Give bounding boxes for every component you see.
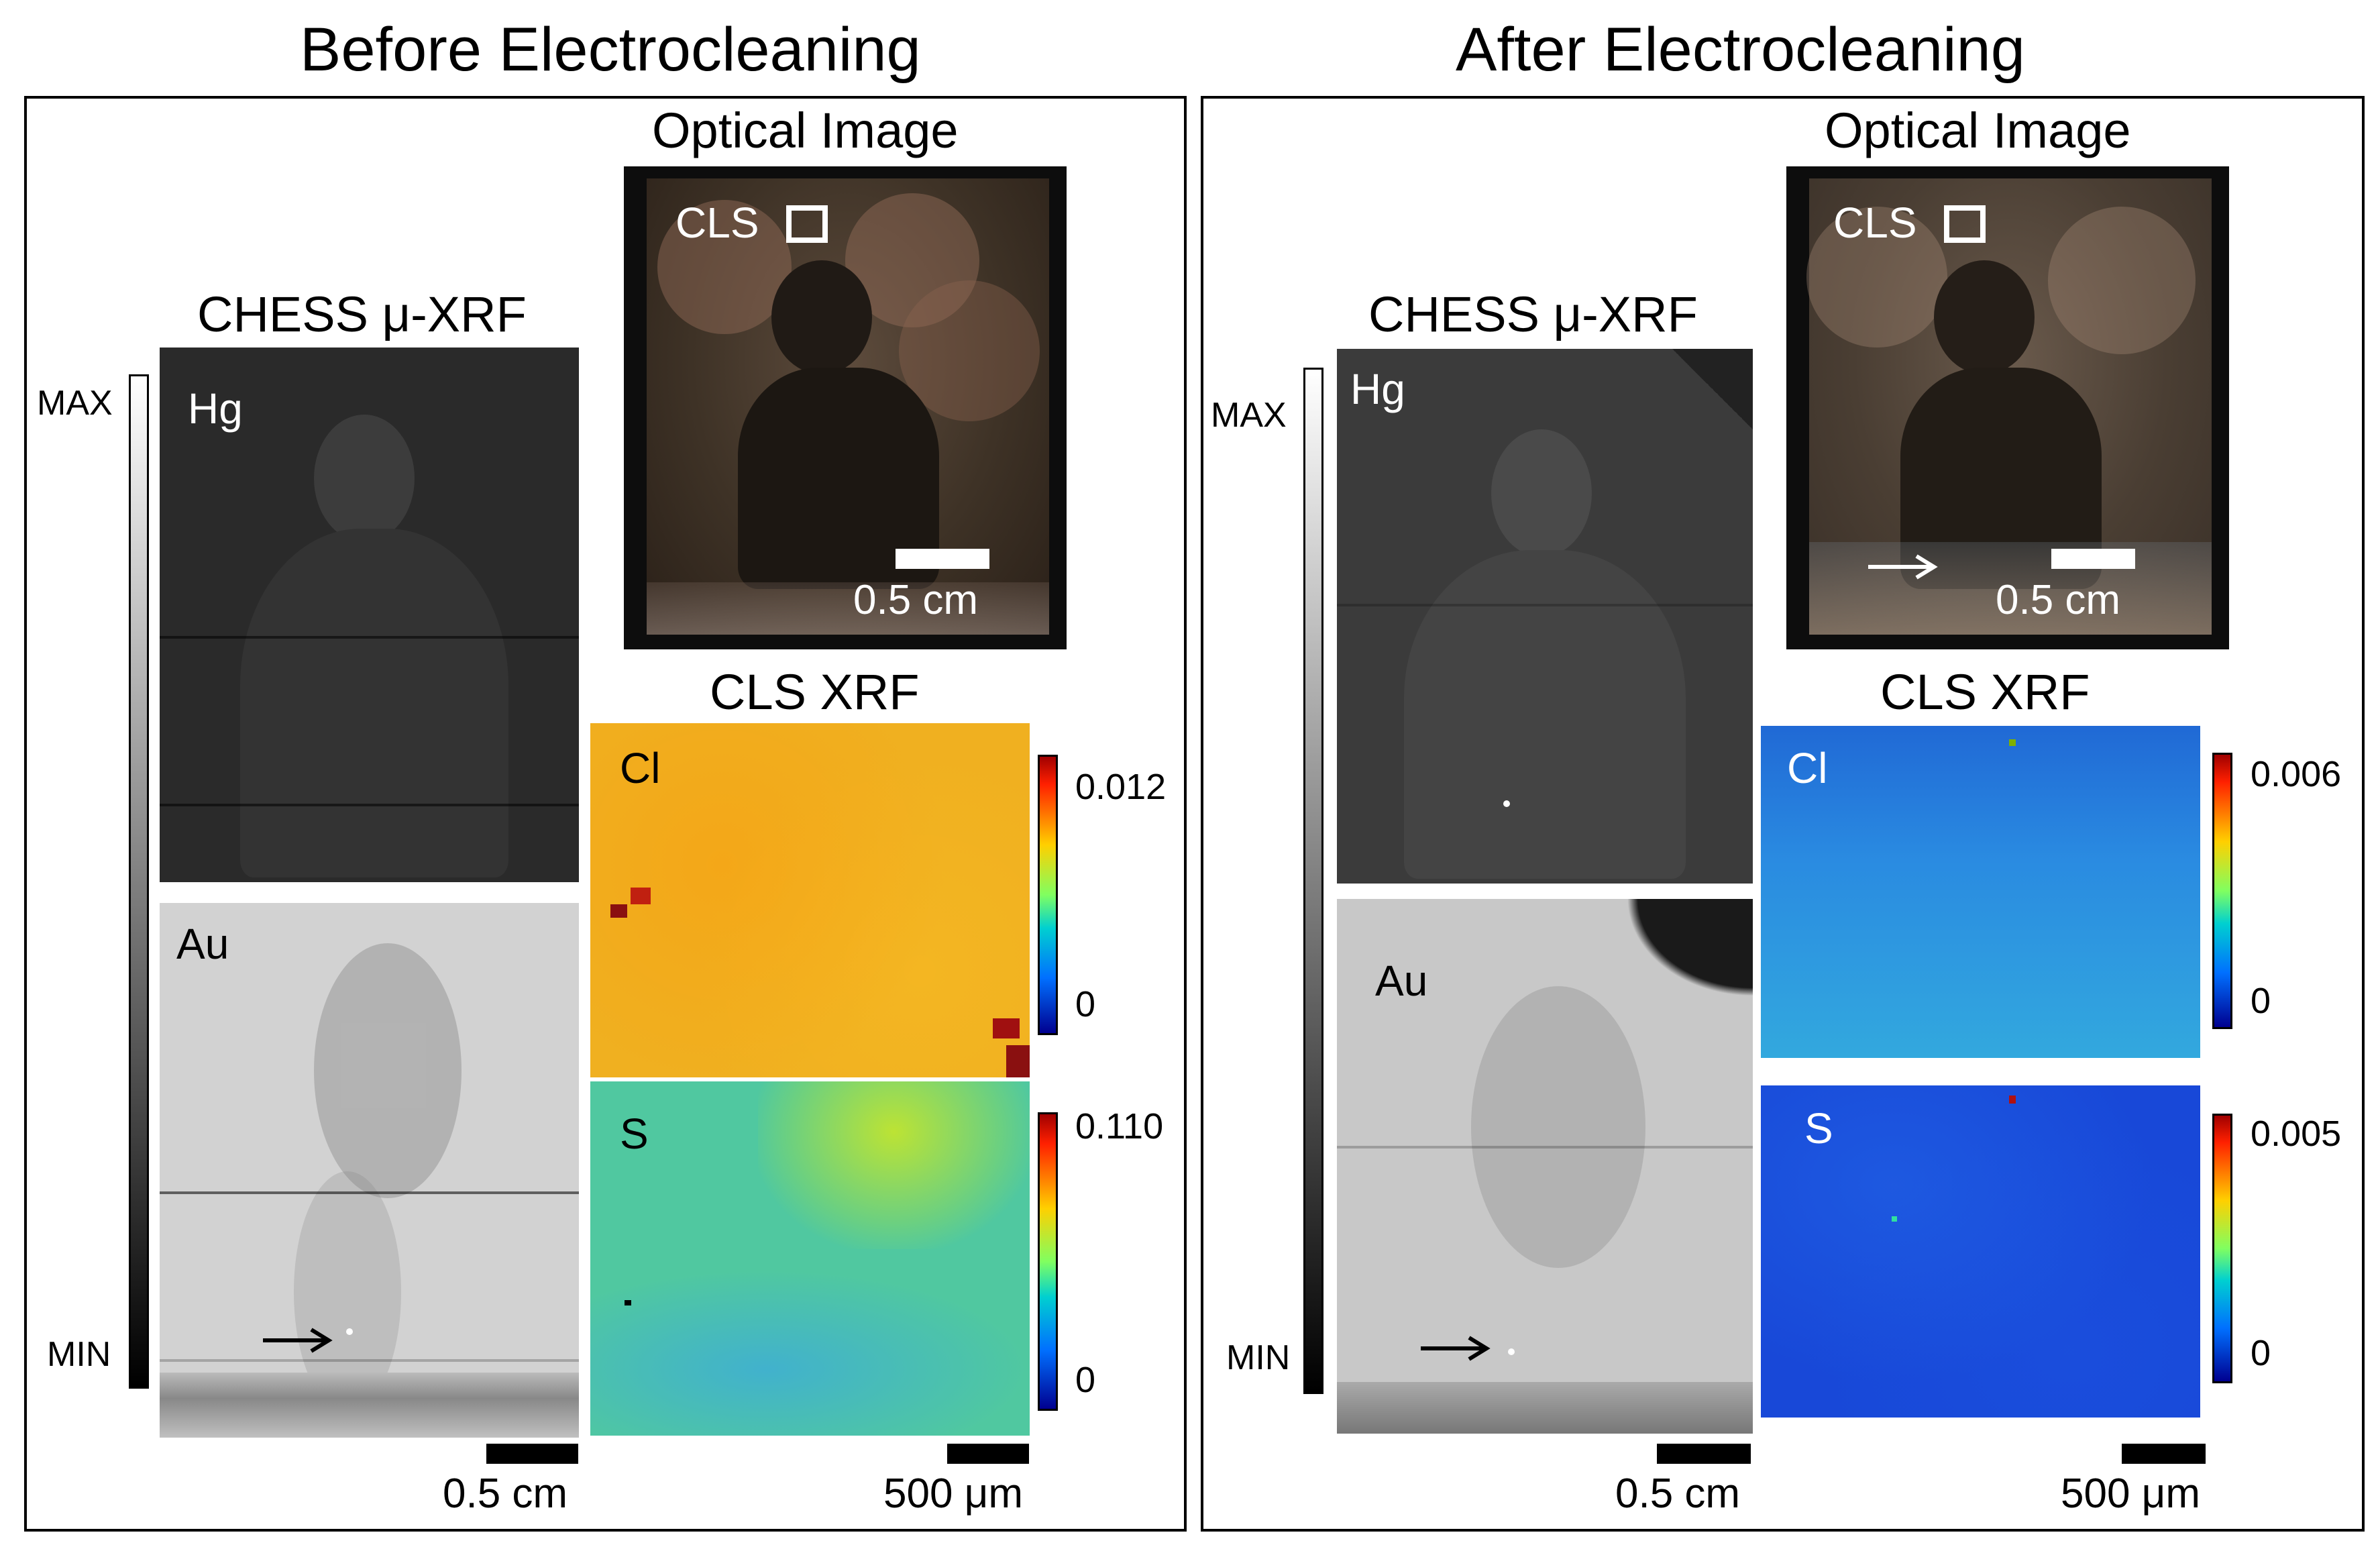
after-optical-scalebar — [2051, 549, 2135, 569]
after-s-min: 0 — [2251, 1333, 2271, 1373]
after-cls-title: CLS XRF — [1880, 664, 2090, 720]
before-hg-map — [160, 348, 579, 882]
after-s-colorbar — [2212, 1114, 2232, 1383]
before-cls-title: CLS XRF — [710, 664, 920, 720]
before-cls-box-label: CLS — [675, 199, 759, 247]
before-cl-label: Cl — [620, 744, 661, 792]
after-grayscale-colorbar — [1303, 368, 1323, 1394]
after-panel-frame — [1201, 96, 2365, 1532]
before-cl-max: 0.012 — [1075, 767, 1167, 807]
after-hg-map — [1337, 349, 1753, 884]
after-cl-colorbar — [2212, 753, 2232, 1029]
before-optical-title: Optical Image — [652, 103, 959, 158]
before-s-label: S — [620, 1110, 649, 1158]
after-au-label: Au — [1375, 957, 1428, 1005]
before-chess-title: CHESS μ-XRF — [197, 286, 527, 342]
before-s-min: 0 — [1075, 1360, 1096, 1400]
after-cls-box — [1944, 205, 1986, 243]
before-title: Before Electrocleaning — [300, 15, 921, 84]
after-cl-label: Cl — [1787, 744, 1828, 792]
before-hg-label: Hg — [188, 384, 243, 433]
before-s-map — [590, 1081, 1030, 1436]
before-cl-min: 0 — [1075, 984, 1096, 1024]
after-optical-scale-label: 0.5 cm — [1996, 577, 2121, 623]
before-cls-scalebar — [947, 1444, 1029, 1464]
before-optical-image — [624, 166, 1067, 649]
after-cls-scalebar — [2122, 1444, 2206, 1464]
before-s-colorbar — [1038, 1112, 1058, 1411]
after-s-map — [1761, 1085, 2200, 1418]
before-chess-scalebar — [486, 1444, 578, 1464]
after-chess-title: CHESS μ-XRF — [1368, 286, 1698, 342]
after-s-max: 0.005 — [2251, 1114, 2342, 1154]
after-cl-map — [1761, 726, 2200, 1058]
after-cls-box-label: CLS — [1833, 199, 1917, 247]
before-optical-scalebar — [896, 549, 989, 569]
before-colorbar-min: MIN — [47, 1335, 111, 1374]
before-cl-colorbar — [1038, 755, 1058, 1035]
before-grayscale-colorbar — [129, 374, 149, 1389]
after-colorbar-max: MAX — [1211, 396, 1287, 435]
after-cls-scale-label: 500 μm — [2061, 1471, 2201, 1517]
after-chess-scale-label: 0.5 cm — [1615, 1471, 1741, 1517]
before-panel-frame — [24, 96, 1187, 1532]
before-cls-box — [786, 205, 828, 243]
before-chess-scale-label: 0.5 cm — [443, 1471, 568, 1517]
before-colorbar-max: MAX — [37, 384, 113, 423]
before-au-arrow — [263, 1327, 340, 1354]
before-cl-map — [590, 723, 1030, 1077]
after-colorbar-min: MIN — [1226, 1338, 1291, 1377]
before-au-map — [160, 903, 579, 1438]
after-au-map — [1337, 899, 1753, 1434]
after-au-arrow — [1421, 1335, 1498, 1362]
after-chess-scalebar — [1657, 1444, 1751, 1464]
before-s-max: 0.110 — [1075, 1106, 1164, 1146]
after-optical-image — [1786, 166, 2229, 649]
after-cl-min: 0 — [2251, 981, 2271, 1021]
before-optical-scale-label: 0.5 cm — [853, 577, 979, 623]
before-au-label: Au — [176, 920, 229, 968]
after-title: After Electrocleaning — [1456, 15, 2025, 84]
before-cls-scale-label: 500 μm — [883, 1471, 1024, 1517]
after-s-label: S — [1804, 1104, 1833, 1153]
after-cl-max: 0.006 — [2251, 754, 2342, 794]
after-optical-arrow — [1868, 553, 1945, 580]
after-optical-title: Optical Image — [1825, 103, 2131, 158]
after-hg-label: Hg — [1350, 365, 1405, 413]
